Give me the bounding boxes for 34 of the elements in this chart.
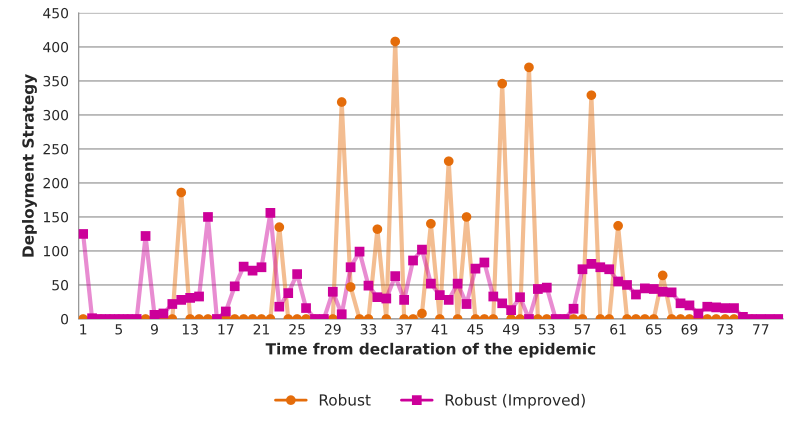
x-tick-label: 73 xyxy=(717,324,733,335)
x-tick-label: 25 xyxy=(289,324,305,335)
legend-label: Robust (Improved) xyxy=(446,394,585,409)
x-tick-label: 61 xyxy=(610,324,626,335)
x-tick-label: 65 xyxy=(646,324,662,335)
x-tick-label: 17 xyxy=(218,324,234,334)
y-tick-label: 250 xyxy=(43,144,68,154)
x-tick-label: 29 xyxy=(324,324,341,335)
x-tick-label: 5 xyxy=(115,324,122,335)
x-tick-label: 49 xyxy=(502,324,519,335)
y-tick-label: 100 xyxy=(44,246,68,256)
y-tick-label: 400 xyxy=(43,42,68,52)
x-tick-label: 53 xyxy=(539,324,555,335)
y-tick-label: 50 xyxy=(52,280,68,290)
x-tick-label: 69 xyxy=(682,324,698,335)
y-tick-label: 350 xyxy=(44,76,68,86)
x-tick-label: 41 xyxy=(432,324,448,334)
y-axis-title: Deployment Strategy xyxy=(22,74,37,257)
x-tick-label: 77 xyxy=(753,324,768,334)
y-tick-label: 150 xyxy=(44,212,68,222)
x-tick-label: 45 xyxy=(467,324,484,335)
y-tick-label: 300 xyxy=(44,110,68,120)
y-tick-label: 0 xyxy=(61,314,68,324)
legend-label: Robust xyxy=(320,394,371,406)
x-tick-label: 1 xyxy=(80,324,86,334)
x-tick-label: 21 xyxy=(254,324,270,334)
x-tick-label: 33 xyxy=(360,324,376,335)
x-tick-label: 9 xyxy=(150,324,158,335)
x-axis-title: Time from declaration of the epidemic xyxy=(266,342,596,358)
x-tick-label: 57 xyxy=(574,324,590,335)
x-tick-label: 37 xyxy=(396,324,412,335)
y-tick-label: 450 xyxy=(43,8,68,18)
x-tick-label: 13 xyxy=(182,324,198,335)
y-tick-label: 200 xyxy=(43,178,68,188)
